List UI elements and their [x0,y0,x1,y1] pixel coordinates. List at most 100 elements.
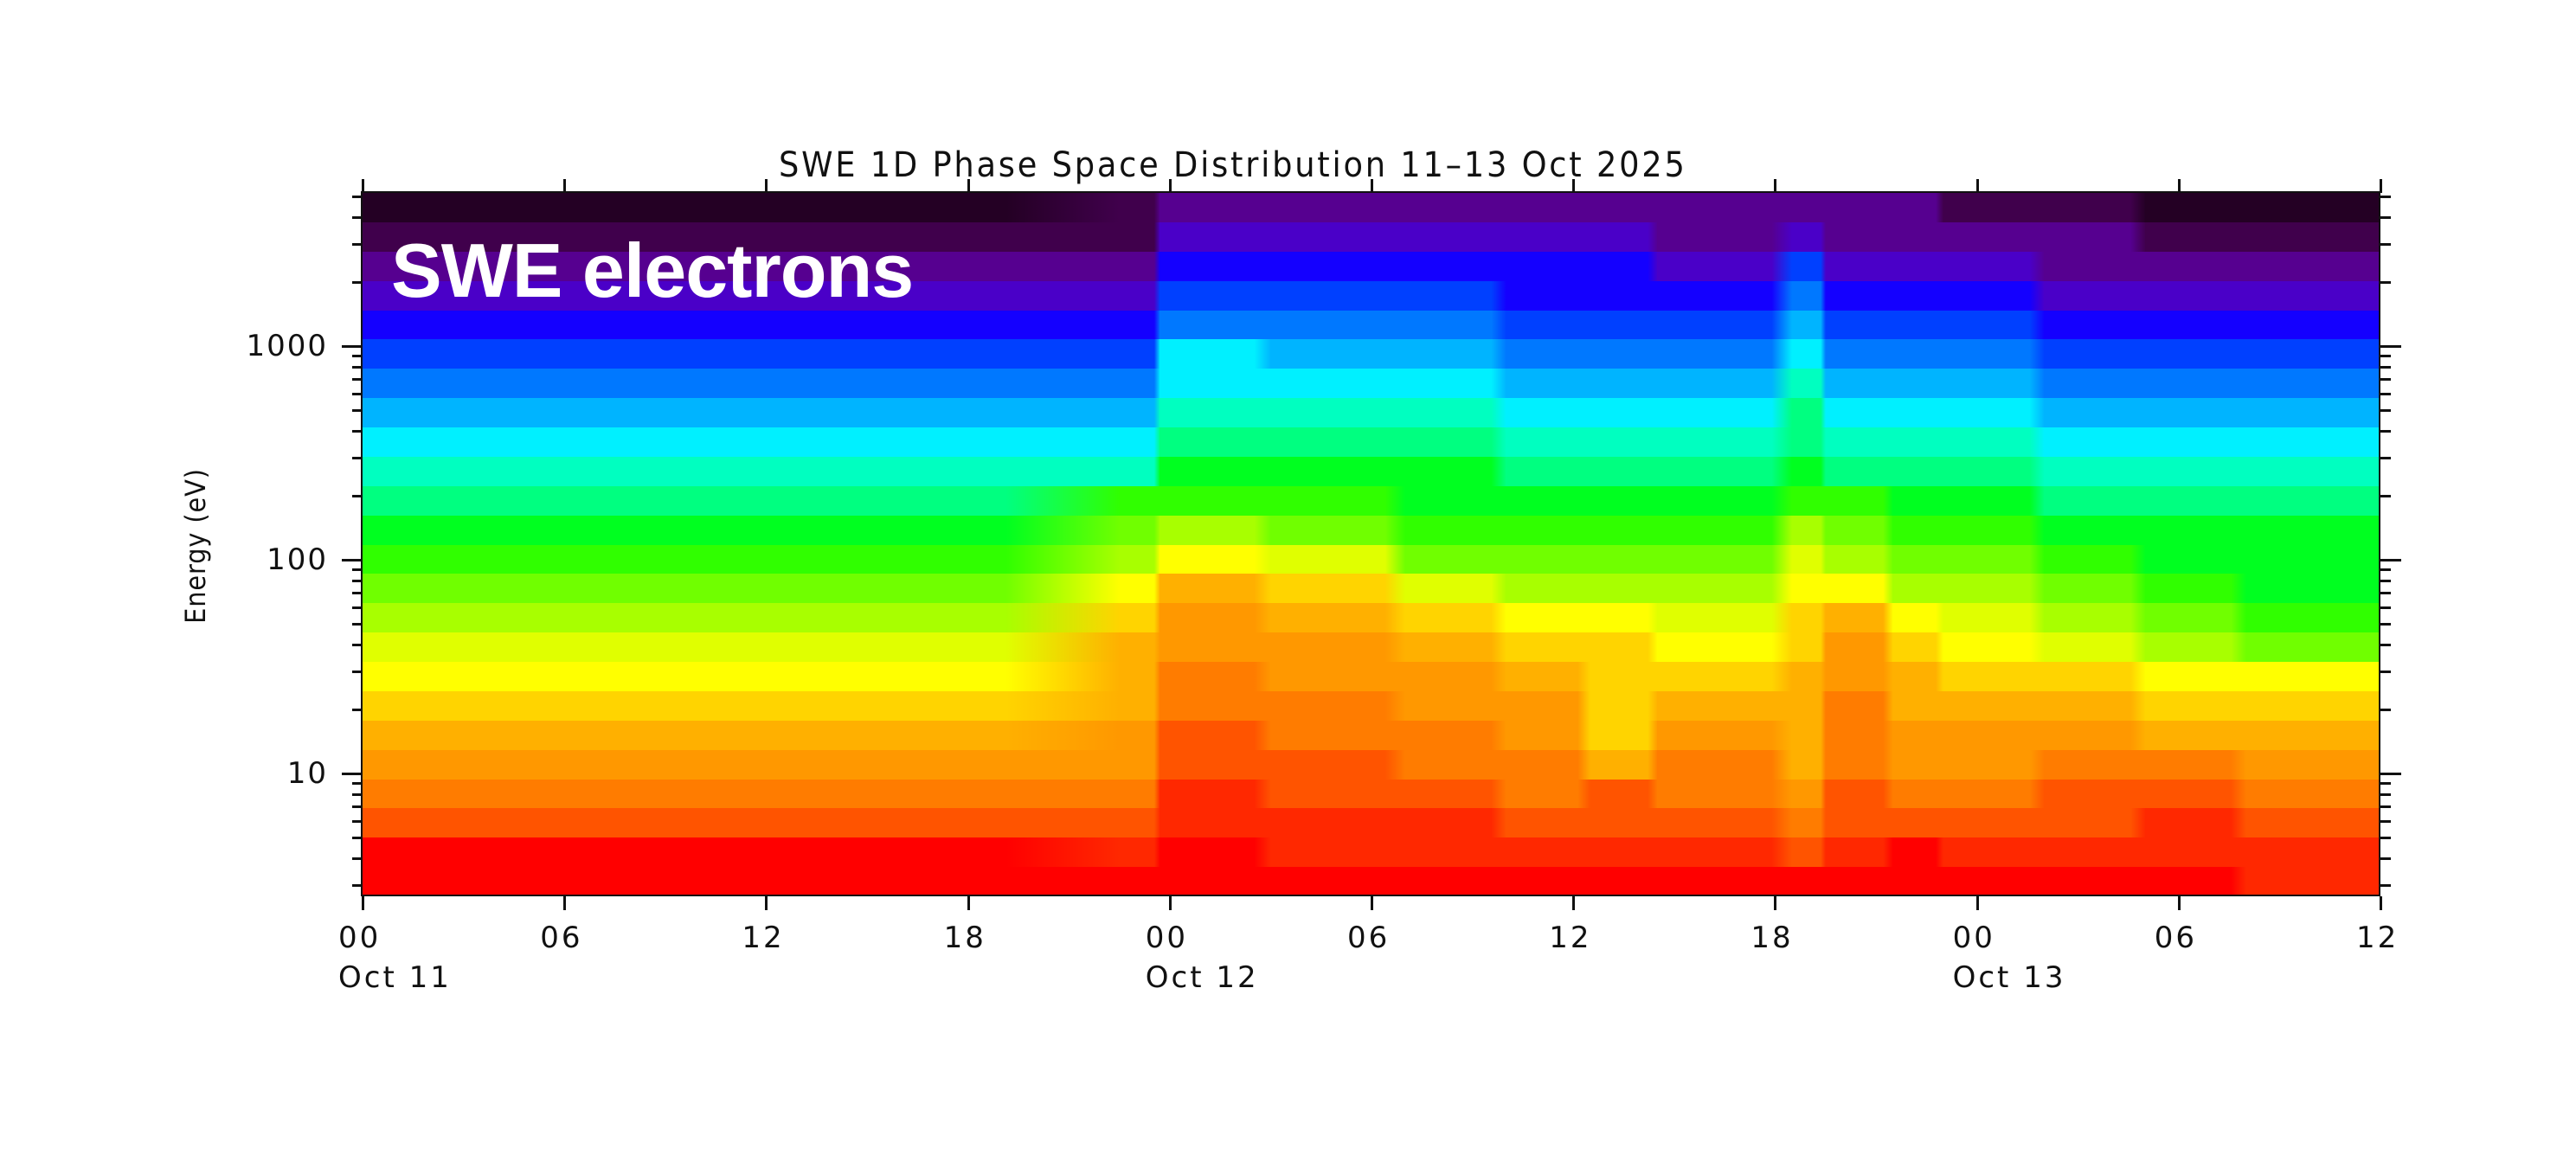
spectrogram-cell [2044,310,2146,340]
spectrogram-cell [2144,398,2247,428]
spectrogram-cell [1404,720,1507,751]
spectrogram-cell [1657,485,1793,517]
spectrogram-cell [1791,369,1827,399]
spectrogram-cell [1270,837,1406,868]
spectrogram-cell [1506,251,1591,282]
x-tick-bottom [2177,896,2181,910]
y-tick-minor-right [2380,392,2391,395]
spectrogram-cell [1791,603,1827,633]
y-tick-minor-left [352,644,363,647]
spectrogram-cell [1404,690,1507,722]
spectrogram-cell [1590,574,1658,604]
spectrogram-cell [1590,485,1658,517]
x-tick-top [2177,179,2181,193]
spectrogram-cell [1943,427,2045,458]
y-tick-minor-right [2380,579,2391,582]
spectrogram-cell [363,369,1121,399]
spectrogram-cell [1270,398,1406,428]
spectrogram-cell [2245,779,2380,809]
y-tick-minor-right [2380,196,2391,199]
y-tick-major-right [2380,773,2401,775]
y-tick-minor-right [2380,430,2391,433]
spectrogram-cell [2044,485,2146,517]
spectrogram-cell [1791,280,1827,311]
spectrogram-cell [1270,251,1406,282]
y-tick-major-right [2380,559,2401,561]
spectrogram-cell [1506,221,1591,253]
spectrogram-cell [1270,632,1406,663]
spectrogram-cell [1506,779,1591,809]
x-tick-top [1975,179,1979,193]
spectrogram-cell [1825,749,1894,780]
x-tick-top [362,179,364,193]
spectrogram-cell [2245,808,2380,838]
spectrogram-cell [1590,632,1658,663]
energy-band-row [363,837,2380,868]
spectrogram-cell [1943,720,2045,751]
x-tick-label: 06 [2154,921,2198,955]
spectrogram-cell [1270,808,1406,838]
spectrogram-cell [1160,574,1271,604]
y-tick-minor-left [352,378,363,382]
spectrogram-cell [1825,662,1894,692]
spectrogram-cell [1825,574,1894,604]
spectrogram-cell [1791,662,1827,692]
spectrogram-cell [1160,251,1271,282]
y-tick-minor-right [2380,623,2391,626]
spectrogram-cell [1943,398,2045,428]
spectrogram-cell [1119,808,1160,838]
spectrogram-cell [2245,456,2380,487]
spectrogram-cell [1160,632,1271,663]
spectrogram-cell [1791,398,1827,428]
spectrogram-cell [1270,779,1406,809]
spectrogram-cell [1892,662,1944,692]
spectrogram-cell [1404,837,1507,868]
spectrogram-cell [2144,544,2247,574]
y-tick-minor-left [352,805,363,809]
energy-band-row [363,221,2380,253]
spectrogram-cell [1825,369,1894,399]
spectrogram-cell [1404,310,1507,340]
spectrogram-cell [1825,515,1894,546]
spectrogram-cell [363,398,1121,428]
spectrogram-cell [1590,369,1658,399]
spectrogram-cell [1119,544,1160,574]
spectrogram-cell [2144,779,2247,809]
spectrogram-cell [2144,632,2247,663]
spectrogram-cell [1791,544,1827,574]
x-tick-top [1572,179,1576,193]
y-tick-minor-left [352,592,363,595]
energy-band-row [363,603,2380,633]
spectrogram-cell [2044,515,2146,546]
spectrogram-cell [1506,662,1591,692]
y-tick-minor-left [352,782,363,786]
spectrogram-cell [363,690,1121,722]
spectrogram-cell [1506,690,1591,722]
spectrogram-cell [1119,369,1160,399]
spectrogram-cell [1119,456,1160,487]
spectrogram-cell [1892,398,1944,428]
y-tick-minor-right [2380,243,2391,247]
spectrogram-cell [1791,339,1827,369]
y-tick-minor-left [352,579,363,582]
spectrogram-cell [1119,427,1160,458]
x-tick-bottom [967,896,970,910]
spectrogram-cell [1791,251,1827,282]
x-tick-top [967,179,970,193]
spectrogram-cell [2245,749,2380,780]
x-date-label: Oct 11 [338,960,452,995]
spectrogram-cell [1825,280,1894,311]
spectrogram-cell [1160,867,1271,896]
spectrogram-cell [1943,369,2045,399]
y-tick-minor-right [2380,792,2391,796]
spectrogram-cell [1892,632,1944,663]
spectrogram-cell [2144,339,2247,369]
spectrogram-cell [1404,603,1507,633]
spectrogram-cell [1270,221,1406,253]
x-tick-label: 12 [1549,921,1592,955]
y-tick-major-left [342,345,363,348]
spectrogram-cell [1270,427,1406,458]
spectrogram-cell [1506,485,1591,517]
spectrogram-cell [1825,632,1894,663]
spectrogram-cell [1892,808,1944,838]
